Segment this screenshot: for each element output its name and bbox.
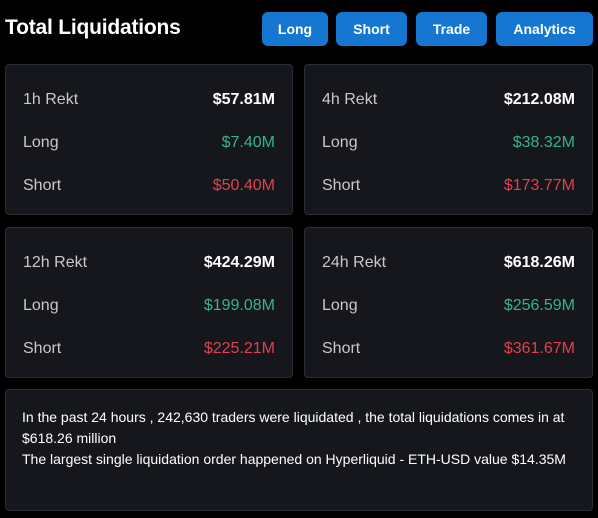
short-value: $361.67M: [503, 340, 575, 357]
summary-largest-order-text: The largest single liquidation order hap…: [22, 451, 566, 467]
long-label: Long: [23, 297, 59, 314]
trade-button[interactable]: Trade: [416, 12, 487, 46]
liquidation-summary: In the past 24 hours , 242,630 traders w…: [5, 389, 593, 511]
short-label: Short: [23, 177, 62, 194]
long-label: Long: [322, 297, 358, 314]
short-row: Short $225.21M: [23, 338, 275, 360]
total-row: 4h Rekt $212.08M: [322, 89, 575, 111]
short-value: $173.77M: [503, 177, 575, 194]
total-row: 12h Rekt $424.29M: [23, 252, 275, 274]
long-row: Long $199.08M: [23, 295, 275, 317]
short-label: Short: [23, 340, 62, 357]
total-row: 24h Rekt $618.26M: [322, 252, 575, 274]
period-label: 4h Rekt: [322, 91, 378, 108]
long-value: $7.40M: [221, 134, 275, 151]
short-row: Short $361.67M: [322, 338, 575, 360]
long-row: Long $38.32M: [322, 132, 575, 154]
short-row: Short $50.40M: [23, 175, 275, 197]
short-value: $225.21M: [203, 340, 275, 357]
card-12h-rekt: 12h Rekt $424.29M Long $199.08M Short $2…: [5, 227, 293, 378]
analytics-button[interactable]: Analytics: [496, 12, 593, 46]
short-value: $50.40M: [212, 177, 275, 194]
total-value: $57.81M: [212, 91, 275, 108]
summary-total-text: In the past 24 hours , 242,630 traders w…: [22, 409, 565, 446]
total-value: $424.29M: [203, 254, 275, 271]
long-row: Long $7.40M: [23, 132, 275, 154]
total-value: $212.08M: [503, 91, 575, 108]
period-label: 24h Rekt: [322, 254, 387, 271]
header: Total Liquidations Long Short Trade Anal…: [0, 0, 598, 58]
long-value: $256.59M: [503, 297, 575, 314]
long-value: $38.32M: [512, 134, 575, 151]
long-button[interactable]: Long: [262, 12, 328, 46]
long-label: Long: [322, 134, 358, 151]
total-value: $618.26M: [503, 254, 575, 271]
card-4h-rekt: 4h Rekt $212.08M Long $38.32M Short $173…: [304, 64, 593, 215]
page-title: Total Liquidations: [5, 16, 181, 39]
short-row: Short $173.77M: [322, 175, 575, 197]
card-24h-rekt: 24h Rekt $618.26M Long $256.59M Short $3…: [304, 227, 593, 378]
card-1h-rekt: 1h Rekt $57.81M Long $7.40M Short $50.40…: [5, 64, 293, 215]
short-label: Short: [322, 177, 361, 194]
period-label: 12h Rekt: [23, 254, 88, 271]
total-row: 1h Rekt $57.81M: [23, 89, 275, 111]
long-row: Long $256.59M: [322, 295, 575, 317]
long-label: Long: [23, 134, 59, 151]
long-value: $199.08M: [203, 297, 275, 314]
period-label: 1h Rekt: [23, 91, 79, 108]
short-label: Short: [322, 340, 361, 357]
short-button[interactable]: Short: [336, 12, 407, 46]
